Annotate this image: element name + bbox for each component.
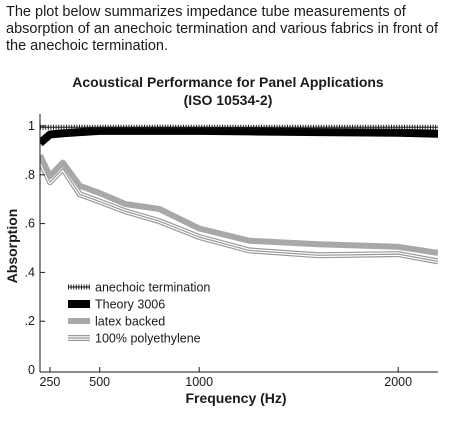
x-axis-label: Frequency (Hz) bbox=[185, 390, 286, 406]
series-100-polyethylene bbox=[40, 158, 438, 265]
chart-subtitle: (ISO 10534-2) bbox=[183, 92, 273, 108]
series-line bbox=[40, 153, 438, 256]
legend-item: anechoic termination bbox=[68, 281, 210, 295]
legend-label: anechoic termination bbox=[95, 281, 210, 295]
y-axis-label: Absorption bbox=[4, 209, 20, 284]
series-theory-3006 bbox=[40, 126, 438, 147]
y-tick-label: 0 bbox=[28, 363, 35, 377]
legend-item: 100% polyethylene bbox=[68, 332, 201, 346]
x-tick-label: 250 bbox=[40, 375, 61, 389]
y-tick-label: .8 bbox=[25, 168, 35, 182]
series-line bbox=[40, 126, 438, 147]
series-latex-backed bbox=[40, 153, 438, 256]
x-tick-label: 1000 bbox=[185, 375, 213, 389]
y-tick-label: .2 bbox=[25, 314, 35, 328]
chart-title: Acoustical Performance for Panel Applica… bbox=[72, 74, 384, 90]
y-tick-label: .6 bbox=[25, 217, 35, 231]
legend-label: 100% polyethylene bbox=[95, 332, 201, 346]
legend-label: latex backed bbox=[95, 315, 165, 329]
x-tick-label: 2000 bbox=[384, 375, 412, 389]
legend-label: Theory 3006 bbox=[95, 298, 165, 312]
intro-paragraph: The plot below summarizes impedance tube… bbox=[6, 4, 439, 54]
series-center-line bbox=[40, 159, 438, 262]
y-tick-label: .4 bbox=[25, 265, 35, 279]
y-tick-label: 1 bbox=[28, 119, 35, 133]
legend-item: Theory 3006 bbox=[68, 298, 165, 312]
x-tick-label: 500 bbox=[89, 375, 110, 389]
legend-item: latex backed bbox=[68, 315, 165, 329]
